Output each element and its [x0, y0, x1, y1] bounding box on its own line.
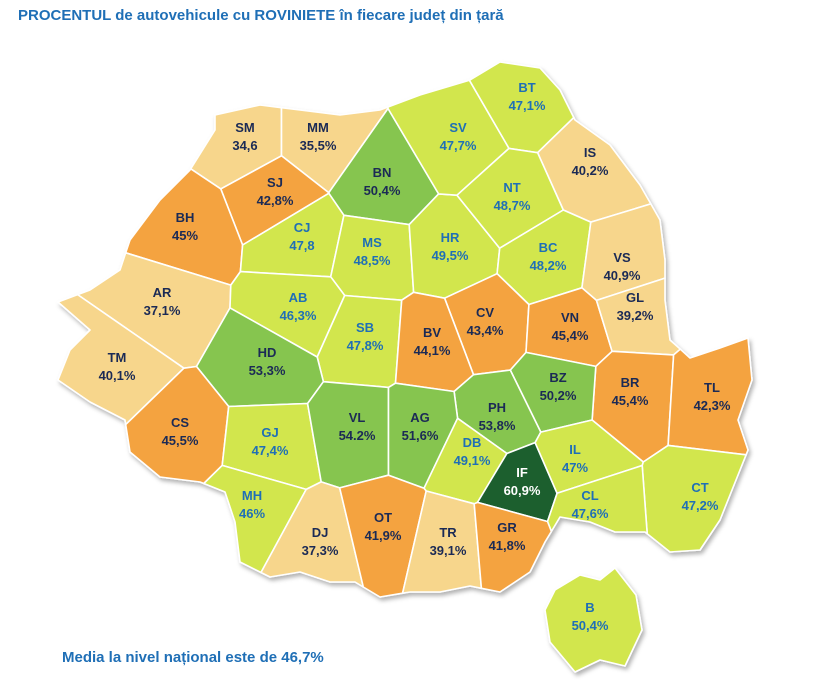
county-layer [57, 61, 753, 673]
county-value: 39,2% [617, 308, 654, 323]
county-code: TM [108, 350, 127, 365]
county-code: CV [476, 305, 494, 320]
county-value: 42,8% [257, 193, 294, 208]
county-value: 45,4% [552, 328, 589, 343]
county-code: SB [356, 320, 374, 335]
county-value: 47,4% [252, 443, 289, 458]
county-region [473, 501, 553, 593]
county-region [641, 444, 747, 553]
county-value: 50,4% [364, 183, 401, 198]
county-code: TR [439, 525, 457, 540]
county-value: 48,7% [494, 198, 531, 213]
county-value: 47,7% [440, 138, 477, 153]
county-value: 50,4% [572, 618, 609, 633]
county-region [667, 337, 753, 456]
county-region [260, 481, 365, 588]
county-code: BC [539, 240, 558, 255]
county-code: GR [497, 520, 517, 535]
county-code: CL [581, 488, 598, 503]
county-code: MH [242, 488, 262, 503]
county-value: 46,3% [280, 308, 317, 323]
county-value: 53,3% [249, 363, 286, 378]
county-region [401, 490, 483, 595]
county-code: CS [171, 415, 189, 430]
county-value: 34,6 [232, 138, 257, 153]
county-code: GJ [261, 425, 278, 440]
county-value: 53,8% [479, 418, 516, 433]
county-value: 47% [562, 460, 588, 475]
county-value: 40,9% [604, 268, 641, 283]
county-code: MM [307, 120, 329, 135]
county-code: BR [621, 375, 640, 390]
county-region [203, 464, 308, 574]
county-code: BZ [549, 370, 566, 385]
county-value: 47,1% [509, 98, 546, 113]
county-value: 41,9% [365, 528, 402, 543]
county-code: PH [488, 400, 506, 415]
county-value: 39,1% [430, 543, 467, 558]
county-code: SV [449, 120, 467, 135]
county-code: BT [518, 80, 535, 95]
county-code: GL [626, 290, 644, 305]
county-value: 49,1% [454, 453, 491, 468]
county-code: CT [691, 480, 708, 495]
county-code: VN [561, 310, 579, 325]
county-value: 49,5% [432, 248, 469, 263]
county-code: AR [153, 285, 172, 300]
county-region [544, 567, 643, 673]
county-value: 35,5% [300, 138, 337, 153]
county-value: 41,8% [489, 538, 526, 553]
county-value: 47,8% [347, 338, 384, 353]
county-value: 47,6% [572, 506, 609, 521]
county-value: 50,2% [540, 388, 577, 403]
county-region [546, 464, 649, 535]
county-value: 37,3% [302, 543, 339, 558]
county-value: 46% [239, 506, 265, 521]
county-code: BV [423, 325, 441, 340]
label-layer: SM 34,6 MM 35,5% BN 50,4% SJ 42,8% BH 45% CJ 47,8 MS… [99, 80, 731, 633]
county-code: AG [410, 410, 430, 425]
county-value: 45% [172, 228, 198, 243]
county-code: VS [613, 250, 631, 265]
county-code: DJ [312, 525, 329, 540]
county-value: 47,2% [682, 498, 719, 513]
county-value: 60,9% [504, 483, 541, 498]
county-code: TL [704, 380, 720, 395]
county-code: BN [373, 165, 392, 180]
county-code: VL [349, 410, 366, 425]
county-region [57, 293, 185, 426]
county-value: 54.2% [339, 428, 376, 443]
county-code: NT [503, 180, 520, 195]
county-value: 48,5% [354, 253, 391, 268]
county-code: CJ [294, 220, 311, 235]
county-code: IL [569, 442, 581, 457]
county-value: 40,2% [572, 163, 609, 178]
county-value: 48,2% [530, 258, 567, 273]
county-value: 47,8 [289, 238, 314, 253]
county-value: 44,1% [414, 343, 451, 358]
county-code: MS [362, 235, 382, 250]
county-code: B [585, 600, 594, 615]
county-code: IF [516, 465, 528, 480]
county-code: HR [441, 230, 460, 245]
county-value: 51,6% [402, 428, 439, 443]
county-value: 43,4% [467, 323, 504, 338]
county-code: HD [258, 345, 277, 360]
county-code: AB [289, 290, 308, 305]
county-value: 42,3% [694, 398, 731, 413]
county-value: 37,1% [144, 303, 181, 318]
county-value: 45,4% [612, 393, 649, 408]
map-title: PROCENTUL de autovehicule cu ROVINIETE î… [18, 7, 504, 24]
county-code: SJ [267, 175, 283, 190]
county-value: 40,1% [99, 368, 136, 383]
footer-note: Media la nivel național este de 46,7% [62, 649, 324, 666]
county-code: IS [584, 145, 597, 160]
county-code: SM [235, 120, 255, 135]
county-code: BH [176, 210, 195, 225]
county-code: OT [374, 510, 392, 525]
county-value: 45,5% [162, 433, 199, 448]
county-code: DB [463, 435, 482, 450]
